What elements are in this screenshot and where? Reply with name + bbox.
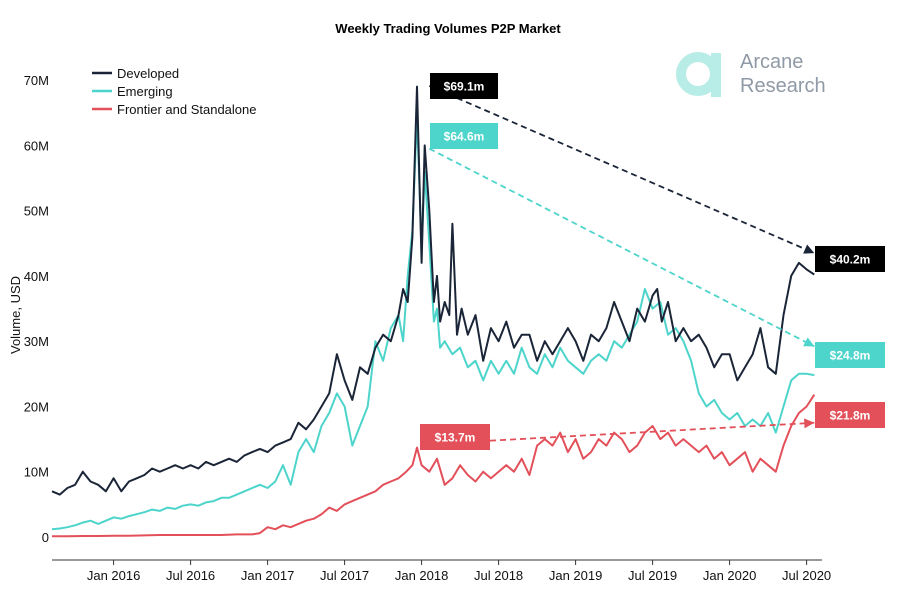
y-tick-label-70m: 70M <box>24 73 49 88</box>
annotation-label-emerging-latest: $24.8m <box>830 349 871 363</box>
annotation-label-frontier-and-standalone-peak: $13.7m <box>435 431 476 445</box>
x-axis-ticks: Jan 2016 Jul 2016 Jan 2017 Jul 2017 Jan 2018… <box>87 560 831 583</box>
series-layer <box>51 85 816 538</box>
arcane-logo-icon <box>676 52 721 97</box>
x-tick-label-jul-2017: Jul 2017 <box>320 568 369 583</box>
x-tick-label-jul-2019: Jul 2019 <box>628 568 677 583</box>
x-tick-label-jan-2017: Jan 2017 <box>241 568 295 583</box>
annotation-label-frontier-and-standalone-latest: $21.8m <box>830 409 871 423</box>
x-tick-label-jan-2019: Jan 2019 <box>549 568 603 583</box>
annotation-label-developed-latest: $40.2m <box>830 253 871 267</box>
legend-label-developed: Developed <box>117 66 179 81</box>
series-line-developed <box>51 85 815 496</box>
y-tick-label-60m: 60M <box>24 138 49 153</box>
annotation-arrow-emerging <box>428 147 815 348</box>
legend: Developed Emerging Frontier and Standalo… <box>92 66 256 117</box>
y-axis-label: Volume, USD <box>8 276 23 354</box>
series-line-frontier-and-standalone <box>52 394 816 538</box>
brand-name-line2: Research <box>740 75 826 97</box>
y-axis-ticks: 0 10M 20M 30M 40M 50M 60M 70M <box>24 73 49 545</box>
annotation-box-emerging-peak <box>430 123 498 149</box>
annotation-box-emerging-latest <box>815 342 885 368</box>
y-tick-label-30m: 30M <box>24 334 49 349</box>
x-tick-label-jul-2018: Jul 2018 <box>474 568 523 583</box>
annotation-box-frontier-and-standalone-latest <box>815 402 885 428</box>
y-tick-label-0: 0 <box>42 530 49 545</box>
legend-label-emerging: Emerging <box>117 84 173 99</box>
x-tick-label-jul-2020: Jul 2020 <box>782 568 831 583</box>
annotation-arrowhead-frontier-and-standalone <box>804 418 815 429</box>
x-tick-label-jan-2020: Jan 2020 <box>703 568 757 583</box>
y-tick-label-20m: 20M <box>24 399 49 414</box>
annotation-labels: $69.1m $64.6m $13.7m $40.2m $24.8m $21.8m <box>420 73 885 450</box>
brand-watermark: Arcane Research <box>676 51 826 97</box>
annotation-box-developed-latest <box>815 246 885 272</box>
annotation-arrowhead-emerging <box>803 337 815 347</box>
y-tick-label-10m: 10M <box>24 465 49 480</box>
annotation-arrow-frontier-and-standalone <box>460 421 815 444</box>
legend-label-frontier: Frontier and Standalone <box>117 102 256 117</box>
arcane-logo-ring <box>676 52 720 96</box>
brand-name-line1: Arcane <box>740 51 803 73</box>
annotation-arrowhead-developed <box>803 244 815 254</box>
x-tick-label-jan-2016: Jan 2016 <box>87 568 141 583</box>
annotation-box-developed-peak <box>430 73 498 99</box>
annotation-arrows <box>428 85 815 444</box>
chart-title: Weekly Trading Volumes P2P Market <box>335 21 561 36</box>
annotation-label-emerging-peak: $64.6m <box>444 130 485 144</box>
y-tick-label-50m: 50M <box>24 204 49 219</box>
x-tick-label-jul-2016: Jul 2016 <box>166 568 215 583</box>
x-tick-label-jan-2018: Jan 2018 <box>395 568 449 583</box>
series-line-emerging <box>51 114 815 531</box>
annotation-arrow-developed <box>428 85 815 254</box>
arcane-logo-stem <box>711 53 721 97</box>
annotation-label-developed-peak: $69.1m <box>444 80 485 94</box>
annotation-box-frontier-and-standalone-peak <box>420 424 490 450</box>
y-tick-label-40m: 40M <box>24 269 49 284</box>
